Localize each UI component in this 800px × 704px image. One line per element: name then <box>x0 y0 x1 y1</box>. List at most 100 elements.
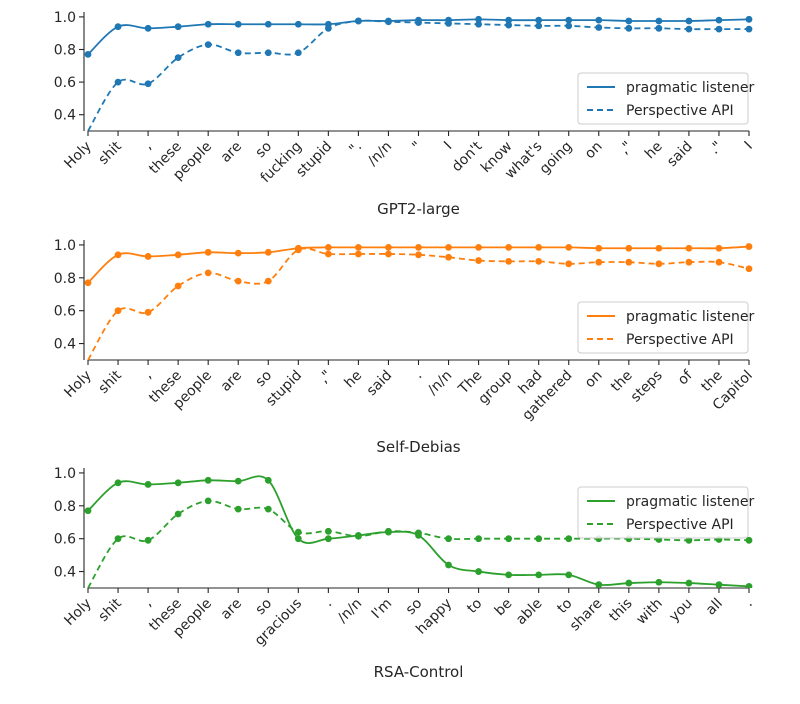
data-point <box>475 535 482 543</box>
data-point <box>294 528 302 536</box>
x-tick-label: on <box>582 368 606 392</box>
x-tick-label: ". <box>346 139 365 158</box>
data-point <box>595 581 603 588</box>
data-point <box>475 568 482 575</box>
data-point <box>745 582 753 588</box>
legend-label: Perspective API <box>626 332 734 348</box>
data-point <box>204 269 212 277</box>
data-point <box>655 578 663 586</box>
x-axis-label: RSA-Control <box>374 663 464 681</box>
data-point <box>595 244 603 252</box>
data-point <box>475 257 482 264</box>
data-point <box>565 22 573 30</box>
data-point <box>385 527 392 535</box>
data-point <box>294 49 302 57</box>
data-point <box>324 24 332 32</box>
x-tick-label: are <box>218 139 245 166</box>
data-point <box>264 49 272 57</box>
data-point <box>144 481 152 488</box>
data-point <box>445 561 452 569</box>
x-tick-label: ." <box>707 139 726 158</box>
data-point <box>204 497 212 505</box>
data-point <box>294 535 302 543</box>
data-point <box>535 16 543 24</box>
data-point <box>535 571 543 579</box>
x-tick-label: I <box>742 139 756 153</box>
data-point <box>625 258 633 266</box>
data-point <box>565 243 573 251</box>
x-tick-label: so <box>253 368 276 391</box>
data-point <box>535 22 543 30</box>
data-point <box>625 244 633 252</box>
data-point <box>294 246 302 254</box>
x-tick-label: this <box>606 596 635 625</box>
series-pragmatic-listener <box>84 243 753 287</box>
data-point <box>264 505 272 513</box>
data-point <box>655 24 663 32</box>
data-point <box>625 24 633 32</box>
data-point <box>234 477 242 485</box>
data-point <box>685 579 693 587</box>
x-tick-label: are <box>218 368 245 395</box>
data-point <box>535 243 543 251</box>
data-point <box>234 277 242 285</box>
x-tick-label: said <box>664 139 696 171</box>
data-point <box>505 571 513 579</box>
series-perspective-api <box>87 17 753 131</box>
legend-label: pragmatic listener <box>626 494 755 510</box>
series-perspective-api <box>87 246 753 360</box>
y-tick-label: 0.4 <box>54 337 76 353</box>
legend-label: pragmatic listener <box>626 309 755 325</box>
x-tick-label: steps <box>628 368 666 406</box>
data-point <box>535 257 543 265</box>
data-point <box>715 258 723 266</box>
legend: pragmatic listener Perspective API <box>577 486 755 539</box>
data-point <box>595 258 603 266</box>
data-point <box>385 250 392 258</box>
data-point <box>685 244 693 252</box>
data-point <box>114 23 122 31</box>
x-tick-label: share <box>567 596 606 635</box>
data-point <box>84 50 92 58</box>
data-point <box>174 510 182 518</box>
x-tick-label: able <box>513 596 546 629</box>
legend: pragmatic listener Perspective API <box>577 72 755 125</box>
data-point <box>294 20 302 28</box>
data-point <box>204 248 212 256</box>
data-point <box>144 80 152 88</box>
y-tick-label: 0.8 <box>54 499 76 515</box>
legend-box <box>577 486 749 539</box>
data-point <box>505 243 513 251</box>
data-point <box>264 248 272 256</box>
x-tick-label: you <box>666 596 696 626</box>
data-point <box>655 244 663 252</box>
x-tick-label: he <box>342 368 366 392</box>
x-tick-label: group <box>475 367 515 407</box>
x-tick-label: Holy <box>61 368 94 401</box>
x-tick-label: Holy <box>61 596 94 629</box>
data-point <box>745 15 753 23</box>
data-point <box>355 17 362 25</box>
data-point <box>204 20 212 28</box>
data-point <box>445 20 452 27</box>
data-point <box>625 17 633 25</box>
data-point <box>745 265 753 273</box>
data-point <box>685 25 693 33</box>
x-tick-label: on <box>582 139 606 163</box>
x-tick-label: so <box>403 596 426 619</box>
x-axis-label: GPT2-large <box>377 200 460 218</box>
y-tick-label: 1.0 <box>54 466 76 482</box>
data-point <box>385 18 392 26</box>
data-point <box>715 244 723 252</box>
data-point <box>505 535 513 543</box>
data-point <box>595 24 603 31</box>
data-point <box>745 536 753 544</box>
data-point <box>144 308 152 316</box>
legend-label: Perspective API <box>626 517 734 533</box>
data-point <box>685 536 693 544</box>
x-tick-label: /n/n <box>425 368 456 399</box>
y-tick-label: 1.0 <box>54 10 76 26</box>
data-point <box>415 251 422 259</box>
